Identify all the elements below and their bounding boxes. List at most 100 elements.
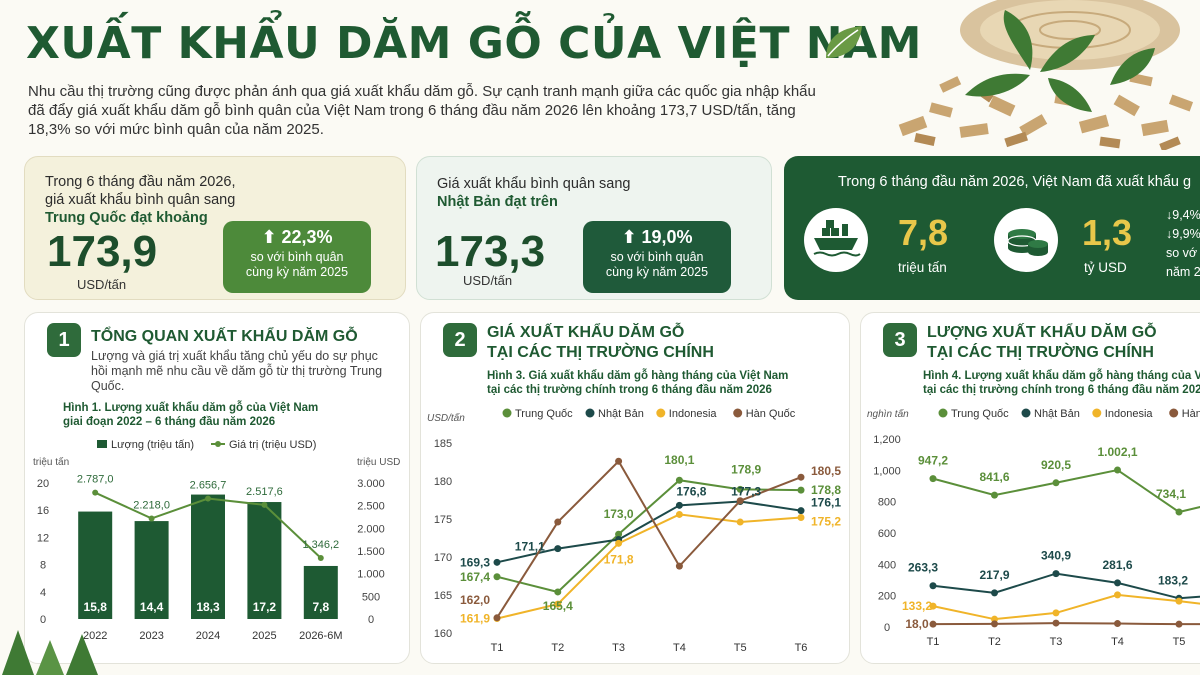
line-value-point (317, 554, 324, 561)
data-label: 178,8 (811, 483, 841, 497)
series-point (797, 513, 805, 521)
kpi-label-line: giá xuất khẩu bình quân sang (45, 192, 236, 208)
legend-label: Indonesia (1105, 408, 1154, 420)
series-point (1175, 597, 1183, 605)
legend-label: Hàn (1182, 408, 1200, 420)
data-label: 162,0 (460, 593, 490, 607)
x-tick-label: T1 (491, 642, 504, 654)
bar-volume (191, 494, 225, 619)
y-tick-right: 3.000 (357, 478, 385, 490)
data-label: 165,4 (543, 599, 573, 613)
bar-volume (134, 521, 169, 619)
bar-value-label: 14,4 (140, 600, 164, 614)
series-line (932, 593, 1200, 621)
figure-caption-line: Hình 3. Giá xuất khẩu dăm gỗ hàng tháng … (487, 370, 789, 382)
x-tick-label: T6 (795, 642, 808, 654)
data-label: 133,2 (902, 599, 932, 613)
bar-volume (303, 565, 338, 619)
kpi-label-highlight: Nhật Bản đạt trên (437, 194, 558, 210)
series-point (1052, 619, 1060, 627)
data-label: 263,3 (908, 561, 938, 575)
legend-marker-value (215, 441, 221, 447)
legend-label: Nhật Bản (1034, 408, 1080, 420)
kpi-volume-unit: triệu tấn (898, 260, 947, 275)
y-axis-left-label: triệu tấn (33, 456, 69, 468)
series-point (1114, 466, 1121, 474)
series-point (1114, 591, 1121, 599)
y-tick: 0 (884, 622, 890, 634)
badge-sub: so với bình quân (250, 250, 344, 264)
volume-line-chart: nghìn tấn Trung Quốc Nhật Bản Indonesia Hàn 0… (867, 408, 1200, 648)
panel-export-overview: 1 TỔNG QUAN XUẤT KHẨU DĂM GỖ Lượng và gi… (24, 312, 410, 664)
y-axis-right-label: triệu USD (357, 457, 400, 468)
series-point (1175, 620, 1183, 628)
kpi-value: 173,9 (47, 227, 158, 276)
y-tick: 175 (434, 514, 452, 526)
y-tick-right: 2.500 (357, 501, 385, 513)
panel-market-volumes: 3 LƯỢNG XUẤT KHẨU DĂM GỖ TẠI CÁC THỊ TRƯ… (860, 312, 1200, 664)
data-label: 177,3 (731, 485, 761, 499)
section-title-line: GIÁ XUẤT KHẨU DĂM GỖ (487, 324, 685, 341)
bar-value-label: 7,8 (312, 600, 329, 614)
kpi-change-badge: ⬆ 19,0% so với bình quân cùng kỳ năm 202… (583, 221, 731, 293)
data-label: 217,9 (979, 568, 1009, 582)
legend-marker (502, 408, 512, 418)
section-number: 1 (47, 323, 81, 357)
y-tick-left: 0 (40, 614, 46, 626)
panel-market-prices: 2 GIÁ XUẤT KHẨU DĂM GỖ TẠI CÁC THỊ TRƯỜN… (420, 312, 850, 664)
line-value-label: 2.656,7 (190, 480, 227, 492)
y-tick-right: 500 (362, 591, 380, 603)
data-label: 161,9 (460, 612, 490, 626)
kpi-change-notes: ↓9,4% ↓9,9% so vớ năm 2 (1166, 206, 1200, 282)
series-line (496, 513, 802, 620)
series-point (493, 558, 501, 566)
series-point (675, 501, 683, 509)
series-point (1114, 579, 1121, 587)
data-label: 180,5 (811, 464, 841, 478)
line-value-point (261, 501, 268, 508)
figure-caption-line: Hình 4. Lượng xuất khẩu dăm gỗ hàng thán… (923, 370, 1200, 382)
x-tick-label: 2025 (252, 630, 276, 642)
y-tick: 170 (434, 552, 452, 564)
page-title: XUẤT KHẨU DĂM GỖ CỦA VIỆT NAM (26, 18, 922, 69)
legend-label: Indonesia (669, 408, 718, 420)
legend-marker (733, 408, 743, 418)
series-point (797, 473, 805, 481)
line-value-point (148, 515, 155, 522)
line-value-label: 2.218,0 (133, 499, 170, 511)
legend-label-value: Giá trị (triệu USD) (229, 439, 316, 451)
figure-caption-line: tại các thị trường chính trong 6 tháng đ… (487, 384, 772, 396)
cargo-ship-icon (804, 208, 868, 272)
badge-sub: cùng kỳ năm 2025 (245, 265, 349, 279)
y-tick-left: 8 (40, 560, 46, 572)
x-tick-label: T3 (612, 642, 625, 654)
figure-caption: Hình 3. Giá xuất khẩu dăm gỗ hàng tháng … (487, 369, 788, 397)
line-value-label: 2.517,6 (246, 486, 283, 498)
pine-trees-icon (2, 630, 98, 675)
y-tick-right: 0 (368, 614, 374, 626)
bar-volume (78, 511, 113, 619)
figure-caption-line: giai đoạn 2022 – 6 tháng đầu năm 2026 (63, 416, 276, 428)
y-tick: 200 (878, 591, 896, 603)
data-label: 171,1 (515, 540, 545, 554)
series-point (929, 582, 937, 590)
kpi-label-highlight: Trung Quốc đạt khoảng (45, 210, 208, 226)
y-tick: 1,200 (873, 434, 901, 446)
kpi-change-note: ↓9,9% (1166, 227, 1200, 241)
y-tick-right: 1.500 (357, 546, 385, 558)
series-point (554, 600, 562, 608)
series-point (991, 589, 998, 597)
series-point (493, 614, 501, 622)
data-label: 734,1 (1156, 487, 1186, 501)
kpi-volume-value: 7,8 (898, 212, 949, 253)
y-tick: 600 (878, 528, 896, 540)
price-line-chart: USD/tấn Trung Quốc Nhật Bản Indonesia Hàn Qu… (427, 408, 841, 654)
figure-caption: Hình 4. Lượng xuất khẩu dăm gỗ hàng thán… (923, 369, 1200, 397)
x-tick-label: T4 (1111, 636, 1124, 648)
section-title: LƯỢNG XUẤT KHẨU DĂM GỖ TẠI CÁC THỊ TRƯỜN… (927, 323, 1157, 363)
series-point (1052, 479, 1060, 487)
legend-marker (585, 408, 595, 418)
badge-sub: cùng kỳ năm 2025 (605, 265, 709, 279)
series-line (932, 622, 1200, 626)
legend-label: Nhật Bản (598, 408, 644, 420)
